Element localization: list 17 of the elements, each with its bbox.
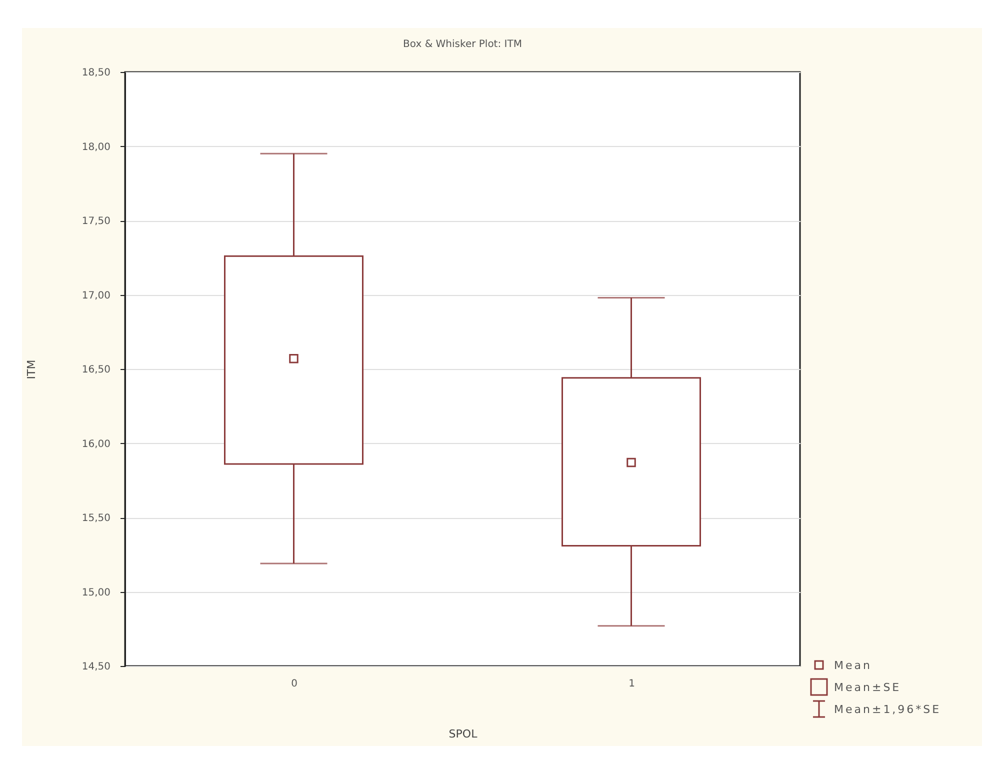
text: Mean — [834, 658, 872, 672]
y-tick-label: 14,50 — [82, 662, 110, 672]
y-tick-label: 18,50 — [82, 68, 110, 78]
y-tick-label: 16,00 — [82, 438, 110, 450]
y-axis-title: ITM — [24, 360, 38, 380]
text: Mean±SE — [834, 680, 902, 694]
y-tick-label: 17,50 — [82, 216, 110, 227]
x-tick-label: 1 — [628, 678, 635, 690]
y-tick-label: 17,00 — [82, 290, 110, 302]
chart-title: Box & Whisker Plot: ITM — [403, 39, 522, 50]
y-tick-label: 16,50 — [82, 364, 110, 376]
y-tick-label: 15,50 — [82, 513, 110, 524]
y-tick-label: 18,00 — [82, 142, 110, 153]
text: Mean±1,96*SE — [834, 702, 942, 716]
x-axis-title: SPOL — [448, 728, 478, 740]
x-tick-label: 0 — [291, 678, 298, 690]
y-tick-label: 15,00 — [82, 587, 110, 598]
